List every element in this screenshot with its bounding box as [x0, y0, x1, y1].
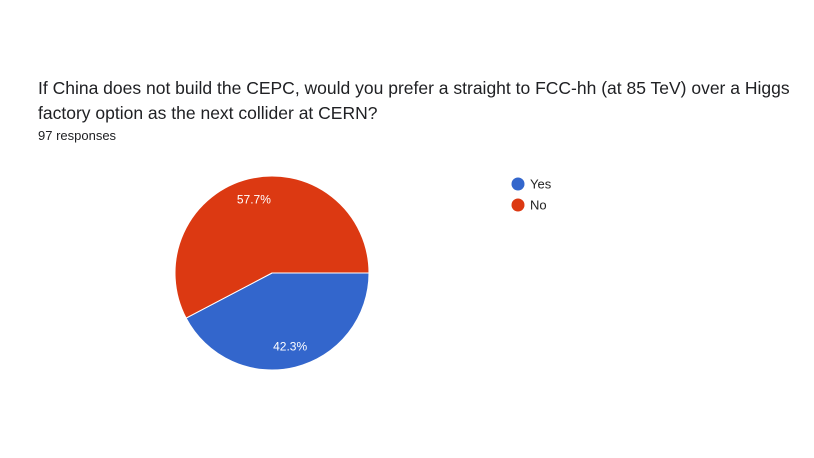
question-title: If China does not build the CEPC, would …: [38, 78, 790, 123]
legend-label-no: No: [530, 198, 547, 213]
pie-slice-no: [174, 175, 370, 319]
chart-legend: Yes No: [511, 177, 552, 213]
pie-slice-label-no: 57.7%: [237, 193, 271, 207]
pie-slice-label-yes: 42.3%: [273, 339, 307, 353]
pie-slice-yes: [185, 272, 370, 371]
pie-slice-labels: 42.3% 57.7%: [237, 193, 308, 354]
response-count: 97 responses: [38, 128, 117, 143]
pie-slices: [174, 175, 370, 371]
legend-swatch-no: [511, 198, 525, 212]
legend-swatch-yes: [511, 177, 525, 191]
legend-label-yes: Yes: [530, 177, 552, 192]
